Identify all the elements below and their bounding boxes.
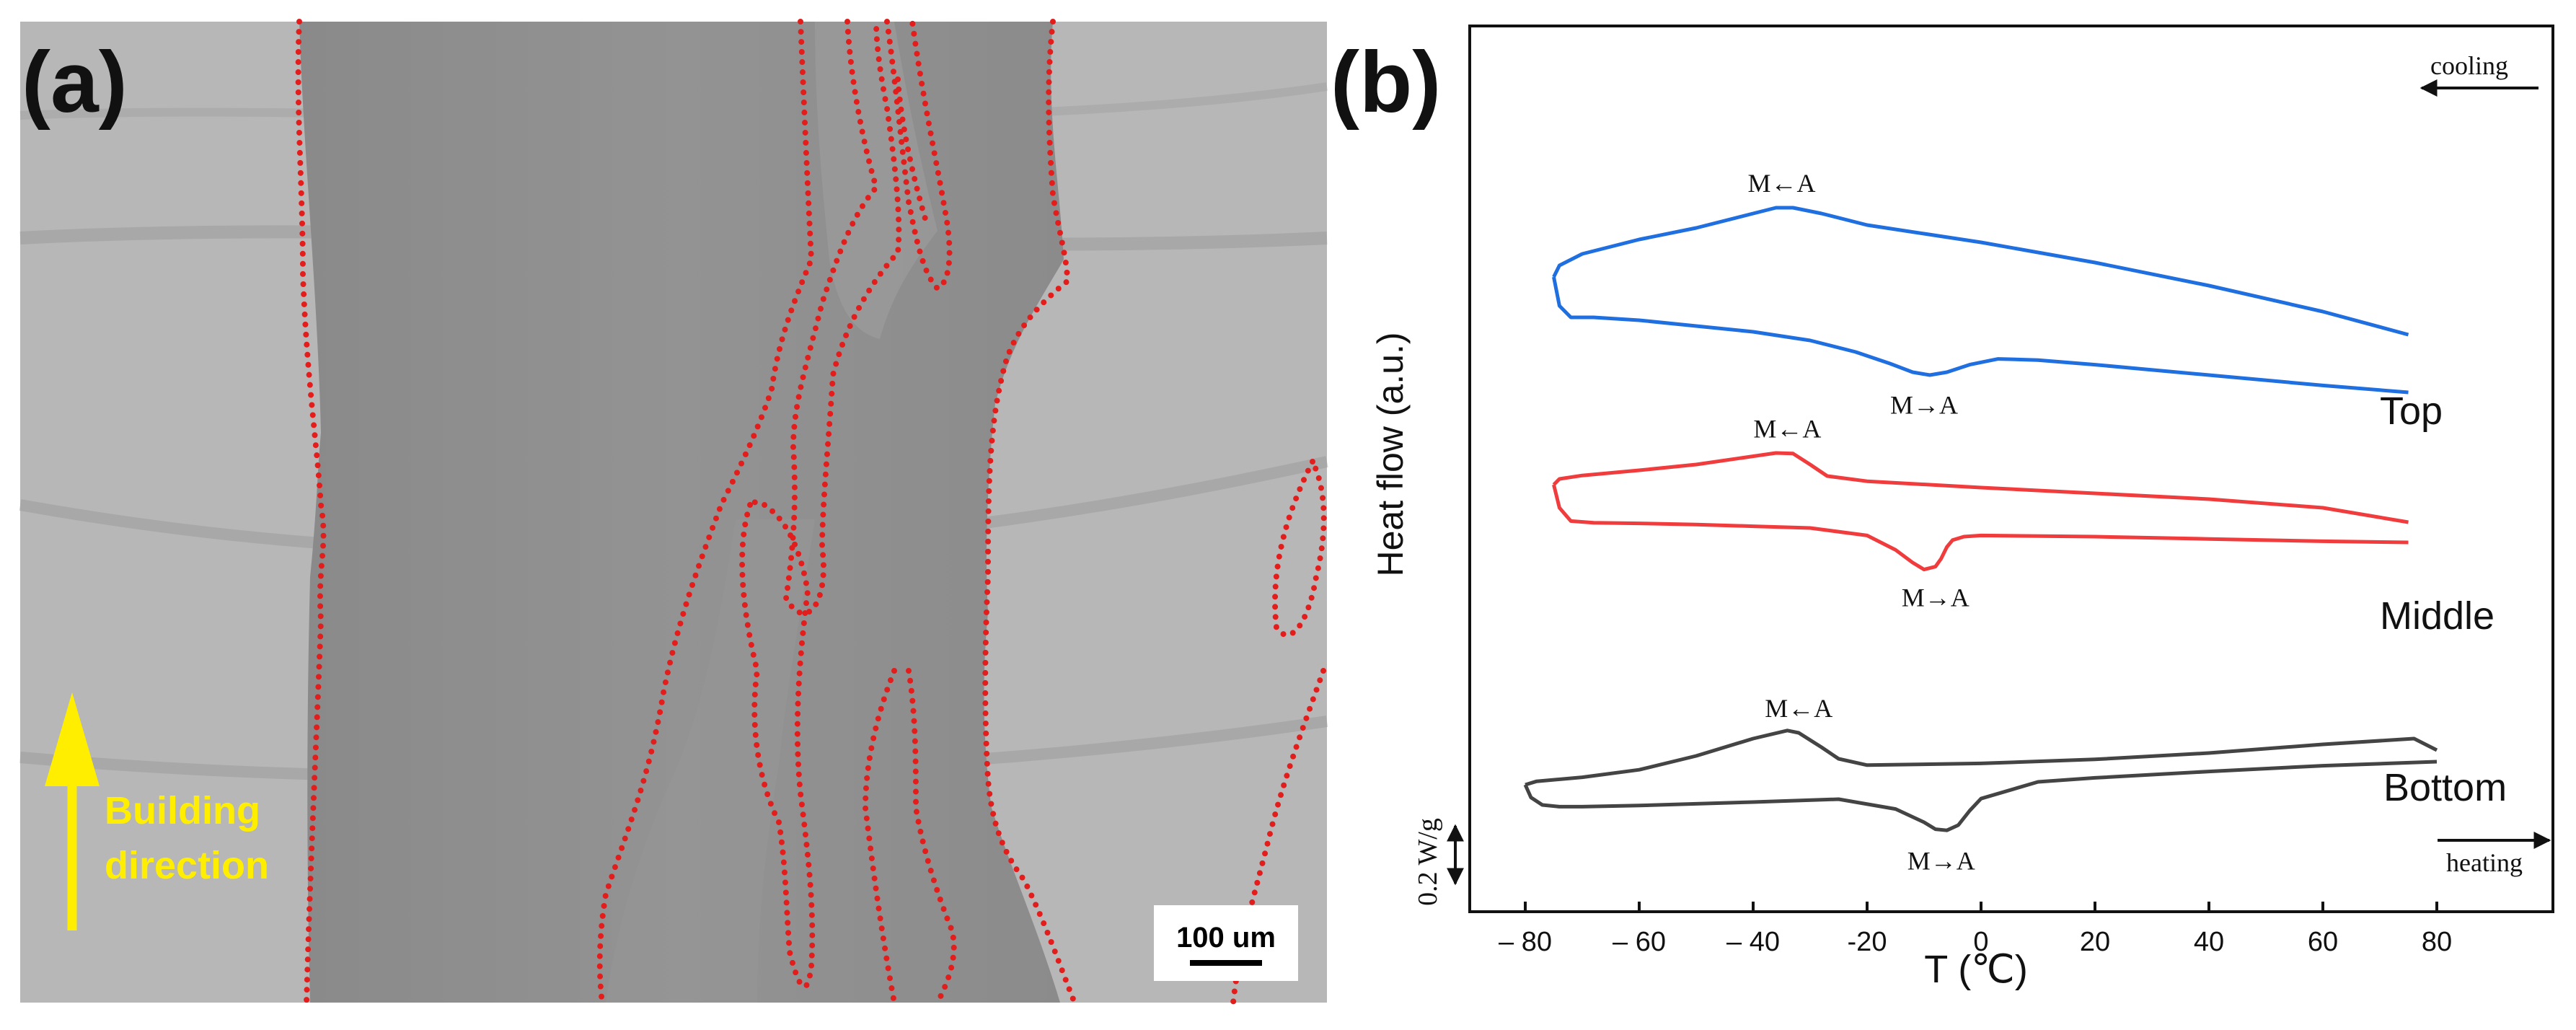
grain-boundaries bbox=[295, 19, 1327, 1005]
x-tick-label: -20 bbox=[1848, 927, 1887, 957]
curve-bottom-heating bbox=[1523, 760, 2438, 832]
x-tick-label: – 80 bbox=[1499, 927, 1552, 957]
x-tick-label: – 60 bbox=[1613, 927, 1666, 957]
peak-label-middle-cooling: M←A bbox=[1753, 415, 1821, 444]
x-tick-label: 60 bbox=[2308, 927, 2338, 957]
panel-a: Building direction 100 um (a) bbox=[19, 19, 1328, 1005]
panel-a-label: (a) bbox=[22, 34, 128, 131]
building-direction-arrow bbox=[45, 692, 100, 930]
heating-indicator: heating bbox=[2438, 832, 2551, 877]
cooling-indicator: cooling bbox=[2420, 51, 2538, 97]
x-tick-label: 80 bbox=[2422, 927, 2452, 957]
x-tick-label: 0 bbox=[1973, 927, 1988, 957]
x-tick-label: 20 bbox=[2080, 927, 2110, 957]
peak-labels: M←A M→A M←A M→A M←A M→A bbox=[1747, 169, 1975, 875]
heating-label: heating bbox=[2446, 848, 2523, 877]
heat-flow-scale: 0.2 W/g bbox=[1413, 818, 1464, 906]
scale-bar: 100 um bbox=[1154, 905, 1298, 981]
peak-label-middle-heating: M→A bbox=[1902, 584, 1970, 612]
peak-label-bottom-heating: M→A bbox=[1907, 846, 1975, 875]
peak-label-top-heating: M→A bbox=[1890, 391, 1958, 420]
peak-label-bottom-cooling: M←A bbox=[1765, 694, 1832, 723]
curve-top-heating bbox=[1552, 276, 2409, 395]
building-direction-label-1: Building bbox=[105, 789, 260, 832]
peak-label-top-cooling: M←A bbox=[1747, 169, 1815, 198]
curve-bottom-cooling bbox=[1525, 729, 2438, 787]
series-label-middle: Middle bbox=[2380, 594, 2495, 638]
curve-middle-cooling bbox=[1552, 451, 2409, 524]
x-tick-label: 40 bbox=[2194, 927, 2224, 957]
cooling-label: cooling bbox=[2430, 51, 2508, 80]
curve-middle-heating bbox=[1552, 484, 2409, 572]
panel-b: (b) – 80 – 60 – 40 -20 0 20 40 60 80 M←A M→A M←A M→… bbox=[1331, 25, 2554, 991]
dsc-curves bbox=[1523, 206, 2438, 832]
heat-flow-scale-label: 0.2 W/g bbox=[1413, 818, 1443, 906]
panel-b-label: (b) bbox=[1331, 34, 1441, 131]
dark-grain-lower-left bbox=[606, 519, 815, 1003]
scale-bar-label: 100 um bbox=[1176, 922, 1276, 954]
series-label-bottom: Bottom bbox=[2383, 766, 2507, 809]
x-axis-ticks: – 80 – 60 – 40 -20 0 20 40 60 80 bbox=[1499, 902, 2452, 957]
y-axis-label: Heat flow (a.u.) bbox=[1370, 332, 1411, 576]
series-label-top: Top bbox=[2380, 389, 2443, 433]
plot-frame bbox=[1468, 25, 2554, 913]
x-tick-label: – 40 bbox=[1726, 927, 1780, 957]
x-axis-label: T (℃) bbox=[1924, 948, 2028, 991]
building-direction-label-2: direction bbox=[105, 844, 269, 887]
curve-top-cooling bbox=[1552, 206, 2409, 337]
